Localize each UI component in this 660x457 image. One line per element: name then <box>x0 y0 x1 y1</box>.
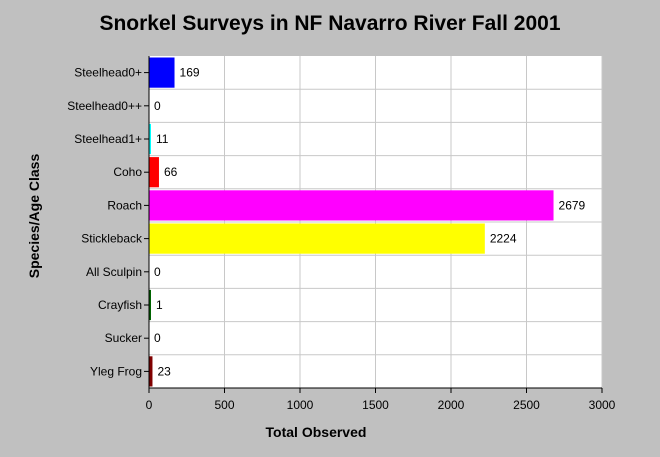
x-axis-title: Total Observed <box>265 424 367 440</box>
bar <box>149 289 151 321</box>
value-label: 23 <box>157 364 171 378</box>
category-label: Stickleback <box>81 232 143 246</box>
x-tick-label: 0 <box>146 398 153 412</box>
value-label: 2224 <box>490 232 517 246</box>
x-tick-label: 1000 <box>287 398 314 412</box>
bar <box>149 356 153 387</box>
bar <box>149 157 159 188</box>
value-label: 66 <box>164 165 178 179</box>
bar <box>149 57 175 88</box>
value-label: 0 <box>154 99 161 113</box>
value-label: 1 <box>156 298 163 312</box>
category-label: Sucker <box>105 331 142 345</box>
value-label: 0 <box>154 331 161 345</box>
value-label: 11 <box>156 132 169 146</box>
value-label: 169 <box>180 66 200 80</box>
bar <box>149 190 554 221</box>
x-tick-label: 2500 <box>513 398 540 412</box>
x-tick-label: 1500 <box>362 398 389 412</box>
category-label: Yleg Frog <box>90 364 142 378</box>
bar <box>149 123 151 155</box>
category-label: Steelhead0+ <box>74 66 142 80</box>
category-label: All Sculpin <box>86 265 142 279</box>
x-tick-label: 3000 <box>589 398 616 412</box>
category-label: Roach <box>107 198 142 212</box>
bar <box>149 223 485 254</box>
category-label: Steelhead0++ <box>67 99 142 113</box>
chart-title: Snorkel Surveys in NF Navarro River Fall… <box>99 12 561 35</box>
category-label: Crayfish <box>98 298 142 312</box>
x-tick-label: 2000 <box>438 398 465 412</box>
x-tick-label: 500 <box>214 398 234 412</box>
category-label: Coho <box>113 165 142 179</box>
category-label: Steelhead1+ <box>74 132 142 146</box>
value-label: 2679 <box>559 198 586 212</box>
value-label: 0 <box>154 265 161 279</box>
